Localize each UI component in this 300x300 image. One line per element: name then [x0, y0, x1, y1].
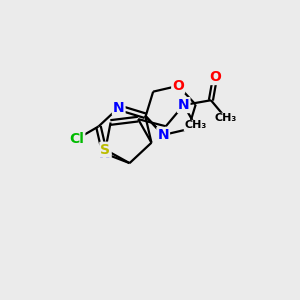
Text: CH₃: CH₃ [184, 121, 206, 130]
Text: N: N [113, 100, 124, 115]
Text: S: S [100, 143, 110, 157]
Text: Cl: Cl [69, 132, 84, 146]
Text: CH₃: CH₃ [215, 113, 237, 123]
Text: N: N [178, 98, 190, 112]
Text: O: O [172, 79, 184, 93]
Text: N: N [158, 128, 169, 142]
Text: O: O [209, 70, 221, 84]
Text: N: N [99, 146, 110, 161]
